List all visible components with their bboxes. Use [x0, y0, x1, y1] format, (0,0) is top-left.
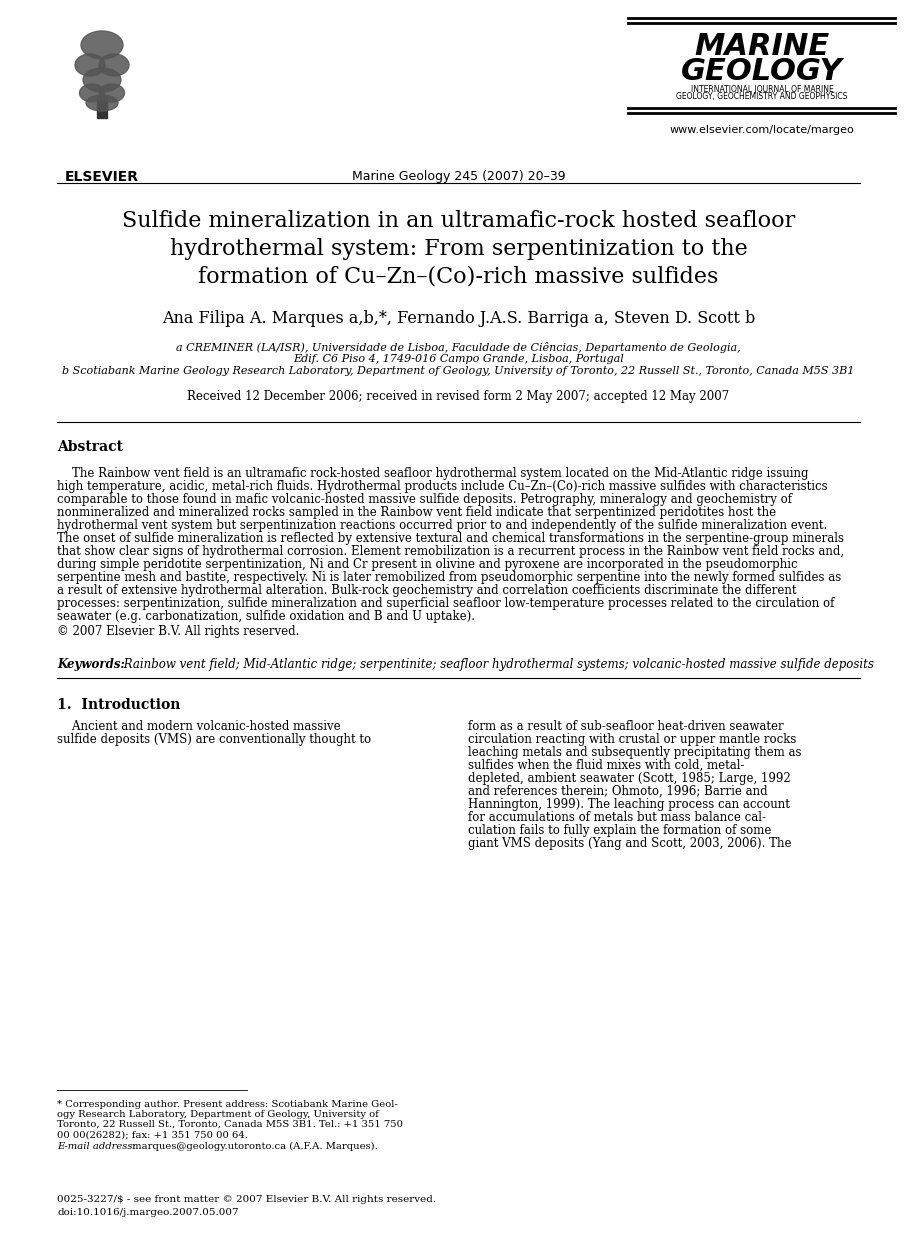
- Text: Marine Geology 245 (2007) 20–39: Marine Geology 245 (2007) 20–39: [352, 170, 565, 183]
- Text: during simple peridotite serpentinization, Ni and Cr present in olivine and pyro: during simple peridotite serpentinizatio…: [57, 558, 797, 571]
- Ellipse shape: [100, 84, 124, 102]
- Text: The Rainbow vent field is an ultramafic rock-hosted seafloor hydrothermal system: The Rainbow vent field is an ultramafic …: [57, 467, 808, 480]
- Text: a CREMINER (LA/ISR), Universidade de Lisboa, Faculdade de Ciências, Departamento: a CREMINER (LA/ISR), Universidade de Lis…: [176, 342, 741, 353]
- Text: www.elsevier.com/locate/margeo: www.elsevier.com/locate/margeo: [669, 125, 854, 135]
- Text: depleted, ambient seawater (Scott, 1985; Large, 1992: depleted, ambient seawater (Scott, 1985;…: [468, 773, 791, 785]
- Text: culation fails to fully explain the formation of some: culation fails to fully explain the form…: [468, 825, 771, 837]
- Text: ELSEVIER: ELSEVIER: [65, 170, 139, 184]
- Text: © 2007 Elsevier B.V. All rights reserved.: © 2007 Elsevier B.V. All rights reserved…: [57, 625, 299, 638]
- Text: Ancient and modern volcanic-hosted massive: Ancient and modern volcanic-hosted massi…: [57, 721, 341, 733]
- Text: Sulfide mineralization in an ultramafic-rock hosted seafloor: Sulfide mineralization in an ultramafic-…: [122, 210, 795, 232]
- Text: b Scotiabank Marine Geology Research Laboratory, Department of Geology, Universi: b Scotiabank Marine Geology Research Lab…: [63, 366, 854, 376]
- Text: marques@geology.utoronto.ca (A.F.A. Marques).: marques@geology.utoronto.ca (A.F.A. Marq…: [129, 1141, 377, 1151]
- Text: doi:10.1016/j.margeo.2007.05.007: doi:10.1016/j.margeo.2007.05.007: [57, 1208, 239, 1217]
- Text: GEOLOGY: GEOLOGY: [681, 57, 843, 85]
- Ellipse shape: [81, 31, 123, 59]
- Text: E-mail address:: E-mail address:: [57, 1141, 136, 1151]
- Text: giant VMS deposits (Yang and Scott, 2003, 2006). The: giant VMS deposits (Yang and Scott, 2003…: [468, 837, 792, 851]
- Text: nonmineralized and mineralized rocks sampled in the Rainbow vent field indicate : nonmineralized and mineralized rocks sam…: [57, 506, 776, 519]
- Text: Hannington, 1999). The leaching process can account: Hannington, 1999). The leaching process …: [468, 799, 790, 811]
- Ellipse shape: [75, 54, 105, 76]
- Text: circulation reacting with crustal or upper mantle rocks: circulation reacting with crustal or upp…: [468, 733, 796, 747]
- Text: formation of Cu–Zn–(Co)-rich massive sulfides: formation of Cu–Zn–(Co)-rich massive sul…: [199, 266, 718, 288]
- Text: MARINE: MARINE: [695, 32, 830, 61]
- Text: hydrothermal vent system but serpentinization reactions occurred prior to and in: hydrothermal vent system but serpentiniz…: [57, 519, 827, 532]
- Ellipse shape: [86, 95, 118, 111]
- Ellipse shape: [83, 68, 121, 92]
- Text: processes: serpentinization, sulfide mineralization and superficial seafloor low: processes: serpentinization, sulfide min…: [57, 597, 834, 610]
- Text: ogy Research Laboratory, Department of Geology, University of: ogy Research Laboratory, Department of G…: [57, 1110, 379, 1119]
- Text: hydrothermal system: From serpentinization to the: hydrothermal system: From serpentinizati…: [170, 238, 747, 260]
- Text: serpentine mesh and bastite, respectively. Ni is later remobilized from pseudomo: serpentine mesh and bastite, respectivel…: [57, 571, 842, 584]
- Text: sulfide deposits (VMS) are conventionally thought to: sulfide deposits (VMS) are conventionall…: [57, 733, 371, 747]
- Text: 0025-3227/$ - see front matter © 2007 Elsevier B.V. All rights reserved.: 0025-3227/$ - see front matter © 2007 El…: [57, 1195, 436, 1205]
- Text: high temperature, acidic, metal-rich fluids. Hydrothermal products include Cu–Zn: high temperature, acidic, metal-rich flu…: [57, 480, 827, 493]
- Text: 1.  Introduction: 1. Introduction: [57, 698, 180, 712]
- Text: seawater (e.g. carbonatization, sulfide oxidation and B and U uptake).: seawater (e.g. carbonatization, sulfide …: [57, 610, 475, 623]
- Text: Rainbow vent field; Mid-Atlantic ridge; serpentinite; seafloor hydrothermal syst: Rainbow vent field; Mid-Atlantic ridge; …: [120, 659, 873, 671]
- Text: Abstract: Abstract: [57, 439, 123, 454]
- Text: Edif. C6 Piso 4, 1749-016 Campo Grande, Lisboa, Portugal: Edif. C6 Piso 4, 1749-016 Campo Grande, …: [293, 354, 624, 364]
- Text: Keywords:: Keywords:: [57, 659, 125, 671]
- Text: 00 00(26282); fax: +1 351 750 00 64.: 00 00(26282); fax: +1 351 750 00 64.: [57, 1130, 248, 1139]
- Ellipse shape: [99, 54, 129, 76]
- Text: The onset of sulfide mineralization is reflected by extensive textural and chemi: The onset of sulfide mineralization is r…: [57, 532, 844, 545]
- Ellipse shape: [80, 84, 104, 102]
- Text: and references therein; Ohmoto, 1996; Barrie and: and references therein; Ohmoto, 1996; Ba…: [468, 785, 767, 799]
- Text: Received 12 December 2006; received in revised form 2 May 2007; accepted 12 May : Received 12 December 2006; received in r…: [188, 390, 729, 404]
- Text: comparable to those found in mafic volcanic-hosted massive sulfide deposits. Pet: comparable to those found in mafic volca…: [57, 493, 792, 506]
- Bar: [97, 97, 107, 118]
- Text: leaching metals and subsequently precipitating them as: leaching metals and subsequently precipi…: [468, 747, 802, 759]
- Text: sulfides when the fluid mixes with cold, metal-: sulfides when the fluid mixes with cold,…: [468, 759, 745, 773]
- Text: GEOLOGY, GEOCHEMISTRY AND GEOPHYSICS: GEOLOGY, GEOCHEMISTRY AND GEOPHYSICS: [677, 92, 848, 102]
- Text: Ana Filipa A. Marques a,b,*, Fernando J.A.S. Barriga a, Steven D. Scott b: Ana Filipa A. Marques a,b,*, Fernando J.…: [161, 310, 756, 327]
- Text: that show clear signs of hydrothermal corrosion. Element remobilization is a rec: that show clear signs of hydrothermal co…: [57, 545, 844, 558]
- Text: * Corresponding author. Present address: Scotiabank Marine Geol-: * Corresponding author. Present address:…: [57, 1101, 398, 1109]
- Text: Toronto, 22 Russell St., Toronto, Canada M5S 3B1. Tel.: +1 351 750: Toronto, 22 Russell St., Toronto, Canada…: [57, 1120, 403, 1129]
- Text: a result of extensive hydrothermal alteration. Bulk-rock geochemistry and correl: a result of extensive hydrothermal alter…: [57, 584, 796, 597]
- Text: INTERNATIONAL JOURNAL OF MARINE: INTERNATIONAL JOURNAL OF MARINE: [690, 85, 834, 94]
- Text: for accumulations of metals but mass balance cal-: for accumulations of metals but mass bal…: [468, 811, 766, 825]
- Text: form as a result of sub-seafloor heat-driven seawater: form as a result of sub-seafloor heat-dr…: [468, 721, 784, 733]
